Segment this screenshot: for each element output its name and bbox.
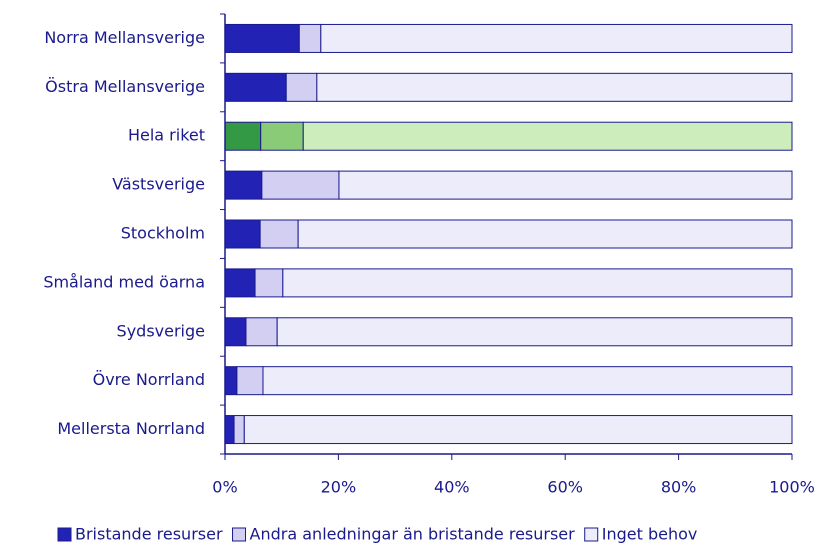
bar-segment — [302, 121, 793, 151]
bar-segment — [224, 317, 247, 347]
y-tick-label: Småland med öarna — [43, 272, 205, 291]
x-tick-label: 60% — [547, 478, 583, 497]
bar-segment — [285, 72, 318, 102]
x-tick-label: 80% — [661, 478, 697, 497]
y-tick-label: Norra Mellansverige — [44, 28, 205, 47]
bar-segment — [224, 219, 261, 249]
y-tick-label: Hela riket — [128, 126, 205, 145]
legend-label: Andra anledningar än bristande resurser — [250, 525, 576, 544]
bar-segment — [261, 170, 340, 200]
legend-swatch — [57, 527, 72, 542]
bar-segment — [233, 415, 245, 445]
bar-segment — [243, 415, 793, 445]
x-tick-label: 100% — [769, 478, 815, 497]
bar-segment — [224, 72, 287, 102]
y-tick-label: Mellersta Norrland — [57, 419, 205, 438]
bar-segment — [282, 268, 793, 298]
y-tick-label: Sydsverige — [117, 321, 205, 340]
bar-segment — [259, 219, 299, 249]
bar-segment — [262, 366, 793, 396]
bar-segment — [224, 121, 262, 151]
bar-segment — [224, 268, 256, 298]
x-tick-label: 40% — [434, 478, 470, 497]
bar-segment — [254, 268, 284, 298]
bar-segment — [245, 317, 278, 347]
bar-segment — [236, 366, 264, 396]
bar-segment — [276, 317, 793, 347]
bar-segment — [224, 366, 238, 396]
bar-segment — [298, 23, 322, 53]
x-tick-label: 0% — [212, 478, 237, 497]
bar-segment — [224, 23, 300, 53]
y-tick-label: Västsverige — [112, 175, 205, 194]
bar-segment — [338, 170, 793, 200]
legend-swatch — [232, 527, 247, 542]
legend-label: Inget behov — [602, 525, 698, 544]
legend-label: Bristande resurser — [75, 525, 223, 544]
y-tick-label: Stockholm — [121, 224, 205, 243]
bar-segment — [297, 219, 793, 249]
legend-swatch — [584, 527, 599, 542]
bar-segment — [224, 415, 235, 445]
bar-segment — [320, 23, 793, 53]
y-tick-label: Övre Norrland — [93, 370, 205, 389]
y-tick-label: Östra Mellansverige — [45, 77, 205, 96]
x-tick-label: 20% — [321, 478, 357, 497]
bar-segment — [224, 170, 263, 200]
bar-segment — [260, 121, 304, 151]
bar-segment — [316, 72, 793, 102]
